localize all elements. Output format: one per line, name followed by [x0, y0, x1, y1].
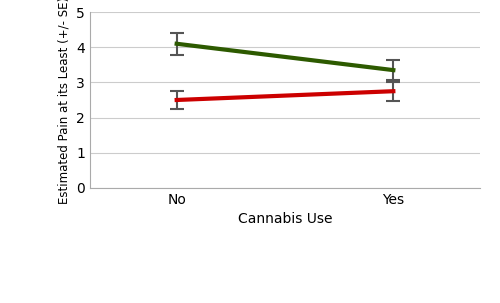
Legend: White or Caucasian, Black or African American: White or Caucasian, Black or African Ame… [74, 300, 496, 303]
X-axis label: Cannabis Use: Cannabis Use [238, 212, 332, 226]
Y-axis label: Estimated Pain at its Least (+/- SE): Estimated Pain at its Least (+/- SE) [58, 0, 70, 204]
